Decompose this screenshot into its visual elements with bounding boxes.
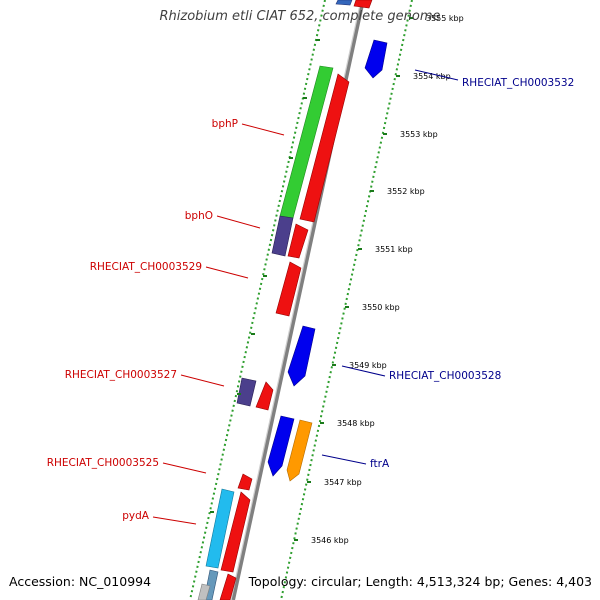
gene-label-leader [216,215,261,229]
scale-tick-label: 3550 kbp [362,303,400,312]
scale-ticks: 3555 kbp 3554 kbp 3553 kbp 3552 kbp 3551 kbp… [294,14,464,545]
gene-arrow-pydA-red[interactable] [220,491,251,573]
gene-label[interactable]: bphO [185,210,213,222]
outer-left-track [189,0,326,600]
scale-tick-label: 3553 kbp [400,130,438,139]
reverse-features [267,39,388,482]
gene-label[interactable]: RHECIAT_CH0003525 [47,457,159,469]
gene-arrow-bphP-red[interactable] [299,73,350,223]
gene-label-leader [205,266,249,279]
gene-label-leader [180,374,225,387]
gene-label[interactable]: RHECIAT_CH0003528 [389,370,501,382]
gene-label-leader [152,516,197,525]
gene-label-leader [414,69,459,81]
gene-arrow-ftrA-orange[interactable] [286,419,313,482]
inner-ticks [210,39,320,513]
scale-tick-label: 3546 kbp [311,536,349,545]
gene-arrow-ftrA-blue[interactable] [267,415,295,477]
gene-label[interactable]: bphP [212,118,238,130]
gene-label[interactable]: RHECIAT_CH0003527 [65,369,177,381]
scale-tick-label: 3549 kbp [349,361,387,370]
gene-arrow-3527-red[interactable] [255,381,274,411]
gene-label[interactable]: RHECIAT_CH0003532 [462,77,574,89]
gene-arrow-3529[interactable] [275,261,302,317]
forward-features [197,0,373,600]
scale-tick-label: 3547 kbp [324,478,362,487]
gene-label-leader [341,365,386,377]
genome-summary-text: Topology: circular; Length: 4,513,324 bp… [248,574,592,589]
gene-arrow-3525[interactable] [237,473,253,491]
gene-arrow-3532[interactable] [364,39,388,79]
scale-tick-label: 3548 kbp [337,419,375,428]
gene-arrow-pydA-cyan[interactable] [205,488,235,569]
gene-labels: bphP bphO RHECIAT_CH0003529 RHECIAT_CH00035… [47,69,574,525]
scale-tick-label: 3551 kbp [375,245,413,254]
gene-label-leader [321,454,367,465]
gene-arrow-3528[interactable] [287,325,316,387]
gene-label[interactable]: ftrA [370,458,390,470]
map-title: Rhizobium etli CIAT 652, complete genome [159,9,441,24]
gene-arrow-bphO-purple[interactable] [271,215,294,257]
gene-arrow-top-red[interactable] [353,0,373,9]
accession-text: Accession: NC_010994 [9,574,152,589]
gene-arrow-top-blue[interactable] [335,0,353,6]
gene-arrow-bottom-grey[interactable] [197,583,211,600]
gene-arrow-bphO-red[interactable] [287,223,309,259]
gene-label-leader [162,462,207,474]
gene-label-leader [241,123,285,136]
scale-tick-label: 3554 kbp [413,72,451,81]
gene-arrow-bottom-red[interactable] [219,573,237,600]
outer-right-track [280,0,413,600]
gene-label[interactable]: RHECIAT_CH0003529 [90,261,202,273]
scale-tick-label: 3555 kbp [426,14,464,23]
gene-label[interactable]: pydA [122,510,150,522]
scale-tick-label: 3552 kbp [387,187,425,196]
